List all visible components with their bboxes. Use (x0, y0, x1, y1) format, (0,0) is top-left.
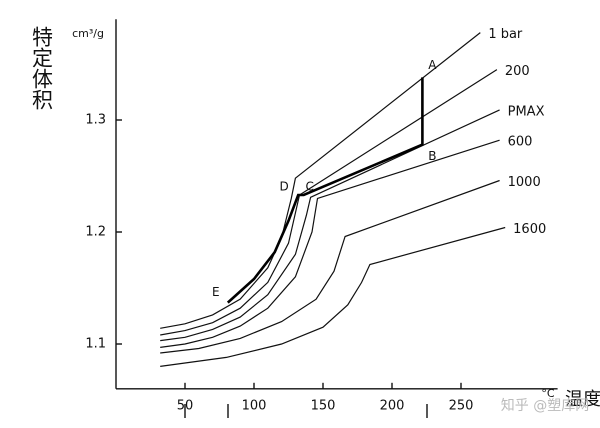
annotation: E (212, 285, 220, 299)
series-label: PMAX (508, 104, 545, 119)
y-tick-label: 1.1 (85, 337, 106, 352)
series-label: 1 bar (488, 27, 523, 42)
annotation: D (280, 180, 289, 194)
series-label: 1000 (508, 175, 541, 190)
series-line (160, 69, 498, 336)
series-line (160, 109, 500, 342)
y-unit: cm³/g (72, 27, 104, 40)
x-tick-label: 250 (449, 398, 474, 413)
y-axis-label: 特定体积 (30, 26, 54, 110)
x-axis-label: 温度 (565, 389, 600, 410)
y-tick-label: 1.3 (85, 113, 106, 128)
series-line (160, 179, 500, 354)
watermark: 知乎 @塑库网 (501, 397, 589, 414)
x-tick-label: 50 (177, 398, 194, 413)
y-tick-label: 1.2 (85, 225, 106, 240)
series-line (160, 32, 481, 329)
series-label: 200 (505, 64, 530, 79)
x-tick-label: 150 (311, 398, 336, 413)
x-unit: °C (541, 387, 555, 400)
annotation: A (428, 58, 437, 72)
process-path (226, 77, 424, 304)
series-label: 1600 (513, 222, 546, 237)
series-line (160, 226, 506, 367)
series-line (160, 139, 500, 348)
series-label: 600 (508, 135, 533, 150)
annotation: B (428, 149, 436, 163)
annotation: C (305, 180, 313, 194)
x-tick-label: 100 (242, 398, 267, 413)
x-tick-label: 200 (380, 398, 405, 413)
